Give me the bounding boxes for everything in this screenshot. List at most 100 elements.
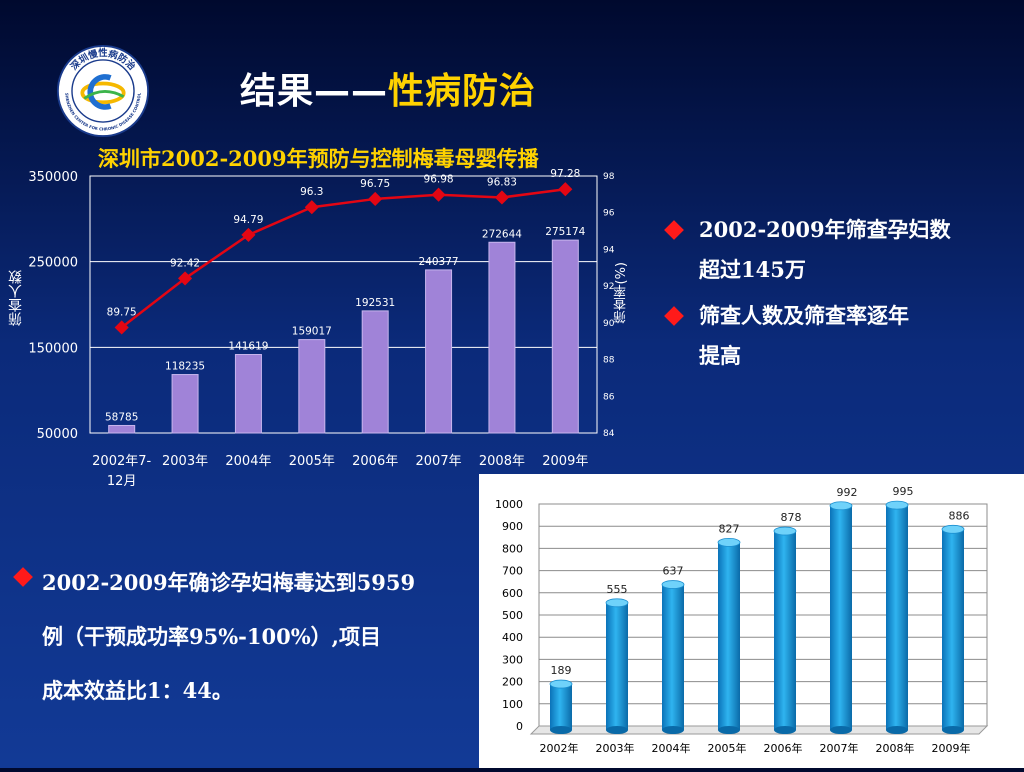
chart1-bar <box>108 424 136 434</box>
chart2-y-tick-label: 700 <box>502 565 523 578</box>
summary-line2: 例（干预成功率95%-100%）,项目 <box>42 624 381 649</box>
chart1-rate-value-label: 96.3 <box>300 186 323 198</box>
chart1-rate-point <box>368 191 383 207</box>
chart1-rate-value-label: 96.75 <box>360 178 390 190</box>
chart2-x-tick-label: 2002年 <box>540 741 579 755</box>
chart2-bar-base <box>886 726 908 734</box>
chart2-bar-value-label: 995 <box>893 485 914 498</box>
chart1-y2-tick-label: 86 <box>603 392 615 402</box>
chart2-bar-value-label: 637 <box>663 565 684 578</box>
chart2-y-tick-label: 1000 <box>495 498 523 511</box>
chart2-y-tick-label: 500 <box>502 609 523 622</box>
chart2-bar-top <box>885 500 909 510</box>
chart1-rate-value-label: 92.42 <box>170 257 200 269</box>
chart2-x-tick-label: 2006年 <box>764 741 803 755</box>
chart2-y-tick-label: 300 <box>502 653 523 666</box>
chart1-bar <box>171 374 199 434</box>
diamond-bullet-icon <box>664 220 684 240</box>
chart1-bar-value-label: 275174 <box>545 226 585 238</box>
chart1-bar <box>361 310 389 434</box>
chart1-bar-value-label: 118235 <box>165 361 205 373</box>
chart2-bar <box>606 602 628 730</box>
chart1-y2-tick-label: 90 <box>603 319 615 329</box>
chart1-left-axis-label: 筛查人数 <box>8 270 24 326</box>
chart1-y2-tick-label: 88 <box>603 356 615 366</box>
chart2-bar-value-label: 992 <box>837 486 858 499</box>
chart2-bar <box>886 505 908 730</box>
chart1-y-tick-label: 350000 <box>28 170 78 185</box>
bullet-item-1: 2002-2009年筛查孕妇数 超过145万 <box>664 210 1005 290</box>
chart1-bar <box>425 269 453 434</box>
summary-line1: 2002-2009年确诊孕妇梅毒达到5959 <box>42 570 416 595</box>
chart2-floor <box>529 725 989 735</box>
chart2-bar <box>662 584 684 730</box>
chart1-rate-point <box>304 200 319 215</box>
screening-bullets: 2002-2009年筛查孕妇数 超过145万 筛查人数及筛查率逐年 提高 <box>664 210 1005 382</box>
bullet-2-line1: 筛查人数及筛查率逐年 <box>699 303 909 328</box>
chart1-bar <box>234 354 262 434</box>
chart2-x-tick-label: 2009年 <box>932 741 971 755</box>
chart1-right-axis-label: 筛查率(%) <box>614 262 629 324</box>
chart1-rate-point <box>431 187 446 202</box>
chart1-x-tick-label: 2009年 <box>542 454 588 469</box>
chart2-y-tick-label: 800 <box>502 542 523 555</box>
chart2-bar-top <box>549 679 573 689</box>
chart2-bar-base <box>550 726 572 734</box>
slide-title-part2: 性病防治 <box>388 71 537 112</box>
chart1-x-tick-label: 2002年7- <box>92 454 151 469</box>
chart1-plot-frame <box>89 175 598 434</box>
chart2-bar-top <box>773 526 797 536</box>
chart2-y-tick-label: 400 <box>502 631 523 644</box>
screening-chart: 50000 150000 250000 350000 84 86 88 90 92 94 96 98 5… <box>28 168 615 489</box>
chart2-x-tick-label: 2004年 <box>652 741 691 755</box>
chart1-bar <box>551 239 579 434</box>
chart2-bar-value-label: 878 <box>781 511 802 524</box>
cdc-logo: 深圳慢性病防治 SHENZHEN CENTER FOR CHRONIC DISE… <box>56 44 150 138</box>
chart1-y2-tick-label: 96 <box>603 209 615 219</box>
chart1-bar-value-label: 141619 <box>228 341 268 353</box>
chart2-bar-base <box>774 726 796 734</box>
slide-title-part1: 结果—— <box>240 71 389 112</box>
summary-line3: 成本效益比1：44。 <box>42 678 233 703</box>
chart1-y-tick-label: 50000 <box>37 427 78 442</box>
diamond-bullet-icon <box>664 306 684 326</box>
chart2-bar <box>942 529 964 730</box>
chart1-y-tick-label: 250000 <box>28 256 78 271</box>
slide-title: 结果——性病防治 <box>240 62 536 114</box>
chart1-rate-point <box>494 190 510 205</box>
chart2-bar-base <box>718 726 740 734</box>
chart2-bar-top <box>829 501 853 511</box>
bullet-1-line2: 超过145万 <box>699 257 806 282</box>
chart1-bar-value-label: 272644 <box>482 228 522 240</box>
chart2-bar <box>830 505 852 730</box>
chart1-bar-value-label: 159017 <box>292 326 332 338</box>
chart1-rate-value-label: 96.83 <box>487 176 517 188</box>
diagnosis-chart: 0 100 200 300 400 500 600 700 800 900 1000 189 2002年… <box>495 485 989 755</box>
diagnosis-summary: 2002-2009年确诊孕妇梅毒达到5959 例（干预成功率95%-100%）,… <box>6 556 476 718</box>
chart2-bar-value-label: 189 <box>551 664 572 677</box>
chart1-x-tick-label: 2007年 <box>416 454 462 469</box>
chart1-x-tick-label: 2005年 <box>289 454 335 469</box>
chart2-x-tick-label: 2008年 <box>876 741 915 755</box>
chart1-x-tick-label: 2004年 <box>225 454 271 469</box>
chart1-rate-point <box>241 227 256 242</box>
chart1-bar-value-label: 240377 <box>419 256 459 268</box>
chart1-y-tick-label: 150000 <box>28 341 78 356</box>
chart1-x-tick-label: 2006年 <box>352 454 398 469</box>
chart2-x-tick-label: 2007年 <box>820 741 859 755</box>
chart2-bar-base <box>942 726 964 734</box>
chart2-bar-top <box>661 580 685 589</box>
chart2-x-tick-label: 2003年 <box>596 741 635 755</box>
chart1-y2-tick-label: 92 <box>603 282 614 292</box>
chart2-bar-base <box>662 726 684 734</box>
chart2-bar-top <box>941 524 965 534</box>
chart2-y-tick-label: 200 <box>502 676 523 689</box>
bullet-2-line2: 提高 <box>699 343 741 368</box>
chart1-x-tick-label: 2003年 <box>162 454 208 469</box>
chart1-rate-value-label: 89.75 <box>107 306 137 318</box>
chart1-rate-value-label: 97.28 <box>550 168 580 180</box>
chart2-bar-value-label: 555 <box>607 583 628 596</box>
chart1-y2-tick-label: 94 <box>603 245 615 255</box>
chart1-x-tick-label: 2008年 <box>479 454 525 469</box>
chart1-x-tick-label: 12月 <box>107 474 137 489</box>
